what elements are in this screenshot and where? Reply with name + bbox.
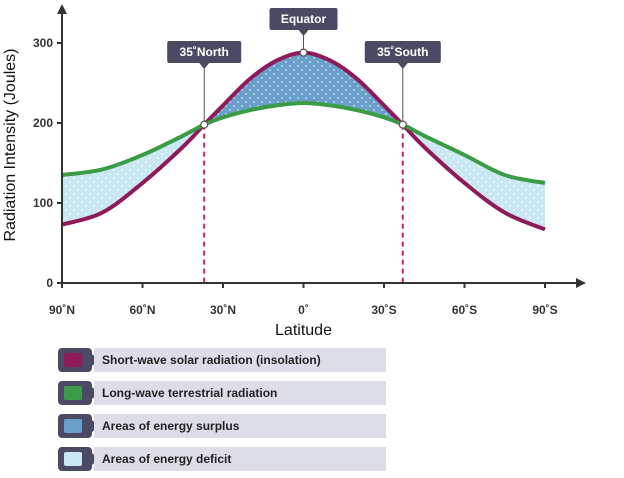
long-wave-swatch xyxy=(64,386,82,400)
x-tick-label: 30˚N xyxy=(210,303,236,317)
x-tick-label: 90˚S xyxy=(532,303,557,317)
deficit-swatch xyxy=(64,452,82,466)
short-wave-swatch xyxy=(64,353,82,367)
y-tick-label: 100 xyxy=(33,196,53,210)
callout-box xyxy=(269,8,338,30)
legend-label: Long-wave terrestrial radiation xyxy=(94,381,386,405)
x-axis-title: Latitude xyxy=(275,322,332,339)
callout-label: 35˚South xyxy=(377,45,428,59)
surplus-area xyxy=(204,52,403,125)
callout-box xyxy=(364,41,441,63)
long-wave-line xyxy=(61,101,546,185)
callout-box xyxy=(167,41,242,63)
deficit-area-south xyxy=(402,124,545,230)
surplus-swatch xyxy=(64,419,82,433)
y-axis-title: Radiation Intensity (Joules) xyxy=(2,49,19,242)
x-tick-label: 90˚N xyxy=(49,303,75,317)
y-tick-label: 0 xyxy=(46,276,53,290)
x-tick-label: 0˚ xyxy=(298,303,309,317)
legend-label: Areas of energy surplus xyxy=(94,414,386,438)
x-tick-label: 60˚N xyxy=(129,303,155,317)
callout-label: 35˚North xyxy=(180,45,229,59)
x-tick-label: 60˚S xyxy=(452,303,477,317)
legend-item-surplus: Areas of energy surplus xyxy=(58,412,390,440)
legend: Short-wave solar radiation (insolation) … xyxy=(58,346,390,478)
y-axis-arrow xyxy=(57,4,67,14)
legend-item-deficit: Areas of energy deficit xyxy=(58,445,390,473)
point-marker xyxy=(398,120,407,129)
point-marker xyxy=(299,48,308,57)
point-marker xyxy=(200,120,209,129)
x-tick-label: 30˚S xyxy=(371,303,396,317)
legend-item-short-wave: Short-wave solar radiation (insolation) xyxy=(58,346,390,374)
legend-label: Short-wave solar radiation (insolation) xyxy=(94,348,386,372)
y-tick-label: 300 xyxy=(33,36,53,50)
x-axis-arrow xyxy=(576,278,586,288)
y-tick-label: 200 xyxy=(33,116,53,130)
deficit-area-north xyxy=(62,124,205,225)
legend-label: Areas of energy deficit xyxy=(94,447,386,471)
legend-item-long-wave: Long-wave terrestrial radiation xyxy=(58,379,390,407)
callout-label: Equator xyxy=(281,12,327,26)
